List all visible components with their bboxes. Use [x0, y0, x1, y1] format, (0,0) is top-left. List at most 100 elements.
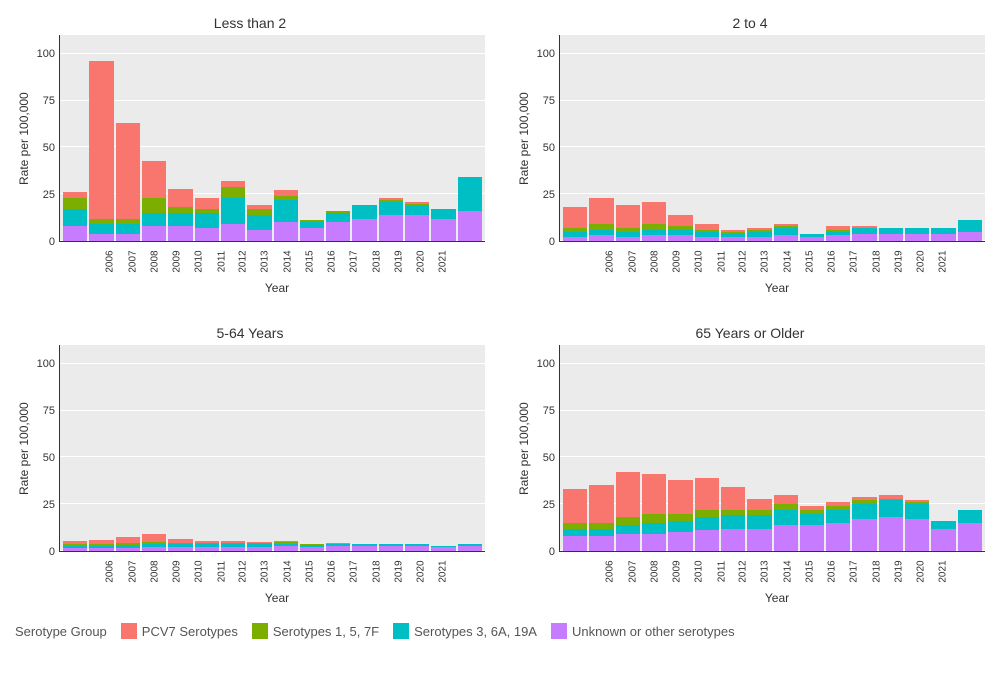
bar [747, 35, 771, 241]
bar [63, 345, 87, 551]
bar-segment-unknown [905, 519, 929, 551]
x-tick-label: 2020 [416, 560, 427, 582]
x-tick-label: 2008 [149, 560, 160, 582]
bar-segment-s36a19a [826, 510, 850, 523]
bar-segment-unknown [958, 232, 982, 241]
x-tick-label: 2021 [938, 250, 949, 272]
y-tick-label: 100 [37, 48, 55, 60]
bar-segment-unknown [247, 547, 271, 551]
bar-segment-unknown [642, 534, 666, 551]
y-axis: 0255075100 [31, 345, 59, 552]
bar-segment-unknown [195, 228, 219, 241]
bar-segment-pcv7 [89, 61, 113, 218]
bar [116, 345, 140, 551]
bar [352, 35, 376, 241]
x-tick-label: 2019 [394, 250, 405, 272]
bar [958, 345, 982, 551]
chart-wrap: Rate per 100,0000255075100 [15, 35, 485, 242]
x-tick-label: 2012 [238, 250, 249, 272]
bar-segment-s36a19a [247, 215, 271, 230]
bar-segment-unknown [352, 546, 376, 551]
bar [247, 35, 271, 241]
x-tick-label: 2012 [738, 560, 749, 582]
y-tick-label: 0 [49, 546, 55, 558]
bar [458, 35, 482, 241]
bar-segment-unknown [826, 523, 850, 551]
bar-segment-unknown [300, 547, 324, 551]
bar [589, 345, 613, 551]
bar [958, 35, 982, 241]
x-tick-label: 2021 [938, 560, 949, 582]
x-tick-label: 2009 [672, 560, 683, 582]
x-tick-label: 2009 [172, 250, 183, 272]
bar [405, 345, 429, 551]
bar-segment-pcv7 [642, 202, 666, 224]
bar-segment-pcv7 [589, 198, 613, 224]
legend-item: Serotypes 3, 6A, 19A [393, 623, 537, 639]
bar-segment-unknown [695, 237, 719, 241]
bar-segment-unknown [668, 532, 692, 551]
bar-segment-unknown [905, 234, 929, 241]
y-tick-label: 100 [537, 358, 555, 370]
bar [274, 35, 298, 241]
bar-segment-s36a19a [379, 202, 403, 215]
bar-segment-unknown [616, 534, 640, 551]
x-tick-label: 2017 [849, 560, 860, 582]
bar-segment-pcv7 [616, 205, 640, 227]
x-tick-label: 2010 [194, 250, 205, 272]
x-tick-label: 2010 [694, 560, 705, 582]
bar [379, 345, 403, 551]
bar-segment-pcv7 [668, 480, 692, 514]
x-tick-label: 2021 [438, 560, 449, 582]
plot-area [59, 35, 485, 242]
bar-segment-unknown [800, 525, 824, 551]
bar-segment-unknown [958, 523, 982, 551]
bar-segment-unknown [589, 235, 613, 241]
bar-segment-s36a19a [642, 523, 666, 534]
bar-segment-pcv7 [563, 207, 587, 228]
bar [589, 35, 613, 241]
bar-segment-pcv7 [168, 189, 192, 208]
y-tick-label: 50 [43, 142, 55, 154]
y-tick-label: 75 [43, 95, 55, 107]
bar [879, 345, 903, 551]
bar-segment-pcv7 [116, 123, 140, 219]
bar-segment-unknown [879, 234, 903, 241]
x-tick-label: 2019 [894, 250, 905, 272]
bar [774, 345, 798, 551]
legend-swatch [252, 623, 268, 639]
bar-segment-s157f [668, 514, 692, 521]
x-tick-label: 2018 [371, 560, 382, 582]
y-axis-title: Rate per 100,000 [15, 345, 31, 552]
bar-segment-pcv7 [774, 495, 798, 504]
bar-segment-s36a19a [958, 510, 982, 523]
bar [668, 35, 692, 241]
bar-segment-unknown [405, 546, 429, 551]
bar [774, 35, 798, 241]
bar [352, 345, 376, 551]
x-tick-label: 2015 [805, 250, 816, 272]
bar-segment-pcv7 [616, 472, 640, 517]
bar [458, 345, 482, 551]
bar-segment-s157f [695, 510, 719, 517]
bar [221, 35, 245, 241]
x-tick-label: 2017 [349, 250, 360, 272]
bar-segment-unknown [800, 237, 824, 241]
x-tick-label: 2020 [916, 560, 927, 582]
y-tick-label: 75 [543, 405, 555, 417]
bar-segment-s157f [642, 514, 666, 523]
bar-segment-unknown [168, 547, 192, 551]
x-tick-label: 2020 [416, 250, 427, 272]
bar-segment-s36a19a [695, 517, 719, 530]
bar-segment-s36a19a [879, 500, 903, 517]
x-tick-label: 2015 [805, 560, 816, 582]
x-tick-label: 2006 [605, 560, 616, 582]
legend-item: Serotypes 1, 5, 7F [252, 623, 379, 639]
bar [431, 35, 455, 241]
bar [195, 345, 219, 551]
bar-segment-unknown [695, 530, 719, 551]
bar-segment-s157f [142, 198, 166, 213]
x-tick-label: 2009 [672, 250, 683, 272]
y-tick-label: 100 [37, 358, 55, 370]
bar [379, 35, 403, 241]
